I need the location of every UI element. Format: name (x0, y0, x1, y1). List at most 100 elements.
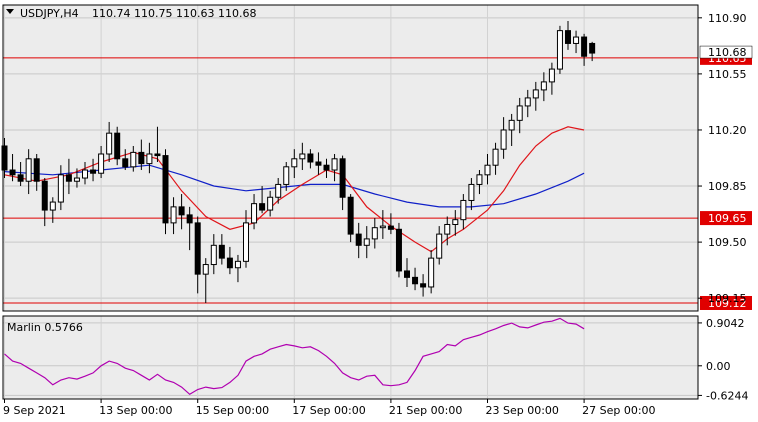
price-tick-label: 110.90 (708, 12, 747, 25)
ohlc-values: 110.74 110.75 110.63 110.68 (92, 7, 256, 20)
candle-down (194, 222, 201, 275)
candle-down (581, 36, 588, 57)
time-tick-label: 15 Sep 00:00 (196, 404, 269, 417)
price-tick-label: 109.50 (708, 236, 747, 249)
candle-down (41, 180, 48, 211)
osc-tick-label: 0.9042 (706, 317, 745, 330)
candle-down (395, 228, 402, 272)
time-tick-label: 9 Sep 2021 (3, 404, 66, 417)
candle-up (540, 81, 547, 91)
candle-up (243, 222, 249, 262)
time-tick-label: 23 Sep 00:00 (486, 404, 559, 417)
candle-up (436, 233, 443, 259)
price-tick-label: 109.85 (708, 180, 747, 193)
candle-up (275, 183, 282, 198)
candle-down (387, 225, 394, 230)
candle-down (226, 257, 233, 269)
oscillator-background (3, 316, 698, 399)
marlin-series (4, 317, 585, 396)
level-label: 109.12 (708, 297, 747, 310)
candle-down (178, 206, 185, 216)
candle-down (90, 169, 97, 174)
candle-up (210, 244, 217, 266)
oscillator-axis: 0.9042 0.00 -0.6244 (698, 317, 748, 402)
collapse-triangle-icon[interactable] (6, 9, 14, 14)
current-price-label: 110.68 (708, 46, 747, 59)
candle-down (186, 214, 193, 224)
indicator-label: Marlin 0.5766 (7, 321, 83, 334)
candle-down (412, 276, 419, 285)
level-label-box (700, 295, 752, 310)
time-axis: 9 Sep 2021 13 Sep 00:00 15 Sep 00:00 17 Sep… (3, 399, 656, 417)
candle-up (556, 30, 563, 70)
oscillator-grid (3, 316, 698, 399)
candle-up (460, 199, 467, 221)
candle-up (202, 264, 209, 275)
price-frame-border (2, 4, 699, 312)
oscillator-frame (2, 315, 699, 400)
candle-down (122, 158, 129, 168)
candle-up (573, 36, 580, 44)
candlestick-series (1, 21, 596, 303)
candle-down (404, 270, 410, 278)
candle-down (65, 174, 72, 182)
level-label-box (700, 211, 752, 226)
candle-up (25, 158, 32, 182)
candle-up (363, 238, 370, 246)
symbol-timeframe: USDJPY,H4 (20, 7, 79, 20)
candle-up (508, 119, 515, 131)
time-tick-label: 27 Sep 00:00 (582, 404, 655, 417)
candle-up (98, 153, 105, 174)
candle-down (259, 203, 266, 211)
candle-up (548, 68, 555, 83)
candle-up (283, 166, 290, 185)
candle-up (73, 177, 80, 182)
candle-down (307, 153, 314, 163)
oscillator-frame-border (2, 315, 699, 400)
candle-up (267, 196, 274, 211)
osc-tick-label: 0.00 (706, 360, 731, 373)
candle-up (299, 153, 306, 160)
candle-up (291, 158, 298, 168)
candle-up (468, 183, 475, 201)
candle-up (130, 151, 137, 168)
candle-down (565, 30, 571, 44)
time-tick-label: 13 Sep 00:00 (99, 404, 172, 417)
candle-down (218, 244, 225, 259)
candle-up (532, 89, 539, 99)
candle-up (57, 174, 64, 203)
price-axis: 110.90 110.55 110.20 109.85 109.50 109.15 110.… (698, 12, 753, 305)
candle-up (524, 97, 531, 107)
candle-up (82, 169, 88, 179)
candle-down (339, 158, 346, 198)
candle-up (484, 164, 491, 176)
candle-down (355, 233, 362, 246)
candle-up (476, 174, 483, 185)
marlin-line (4, 317, 585, 396)
candle-down (138, 151, 145, 165)
candle-up (444, 223, 451, 235)
price-panel-frame (2, 4, 699, 312)
candle-up (170, 206, 177, 224)
candle-down (9, 169, 16, 176)
level-label: 109.65 (708, 212, 747, 225)
candle-up (516, 105, 523, 121)
candle-down (114, 132, 121, 160)
candle-down (315, 161, 322, 166)
candle-up (251, 203, 258, 224)
candle-up (371, 227, 378, 240)
candle-up (379, 225, 386, 229)
osc-tick-label: -0.6244 (706, 389, 748, 402)
oscillator-panel: 0.9042 0.00 -0.6244 Marlin 0.5766 (2, 315, 748, 402)
candle-down (1, 145, 8, 171)
time-tick-label: 21 Sep 00:00 (389, 404, 462, 417)
candle-down (347, 196, 354, 235)
candle-up (49, 201, 56, 211)
time-tick-label: 17 Sep 00:00 (292, 404, 365, 417)
candle-down (17, 174, 24, 182)
candle-down (589, 42, 596, 54)
candle-down (162, 155, 169, 224)
candle-up (500, 129, 507, 150)
